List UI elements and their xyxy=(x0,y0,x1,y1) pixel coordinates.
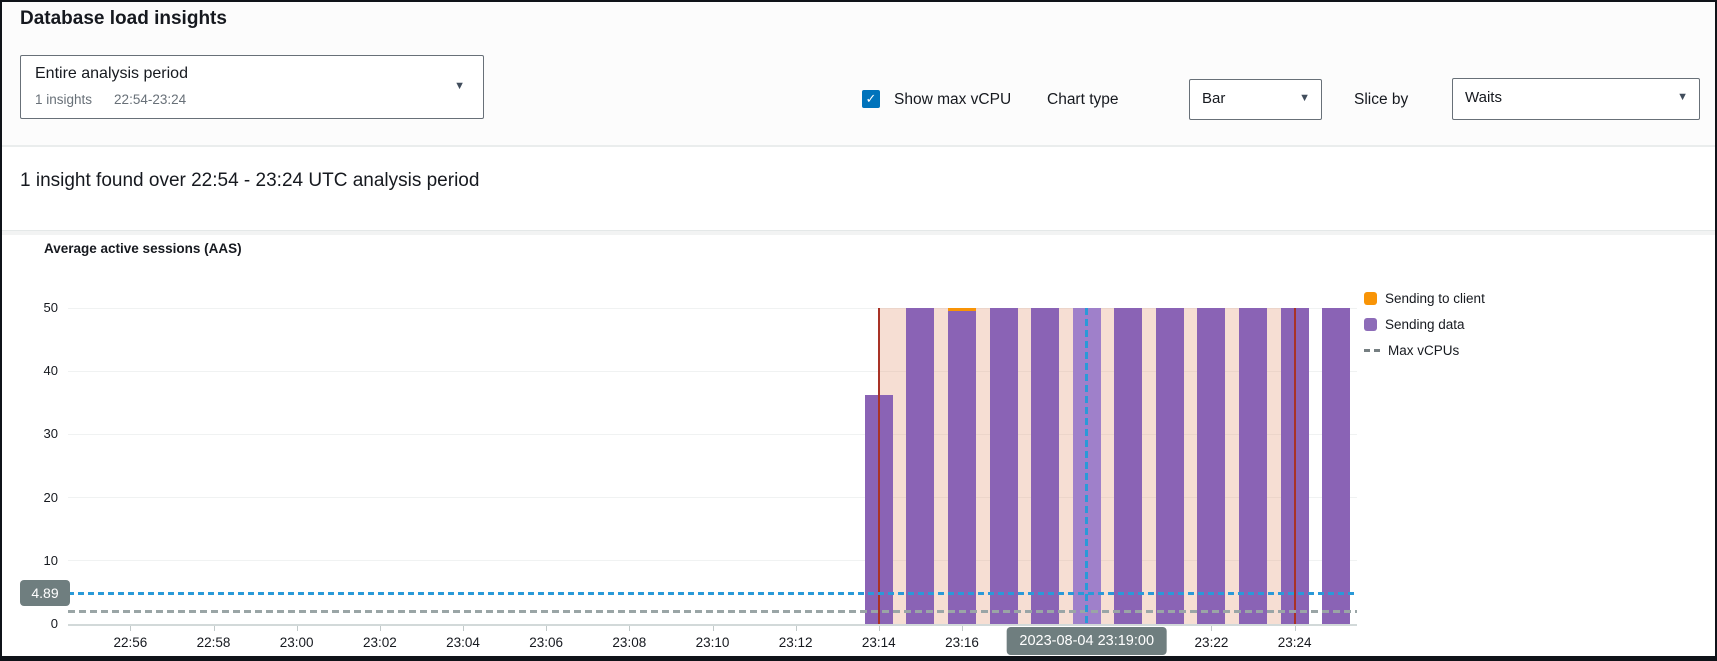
legend-label: Max vCPUs xyxy=(1388,342,1460,358)
gridline xyxy=(68,560,1357,562)
x-axis-tick xyxy=(961,626,963,631)
analysis-period-subtext: 1 insights 22:54-23:24 xyxy=(35,92,208,107)
bar-23:20[interactable] xyxy=(1114,308,1143,624)
x-axis-line xyxy=(68,624,1357,626)
bar-23:21[interactable] xyxy=(1155,308,1184,624)
x-axis-tick-label: 23:16 xyxy=(945,635,979,650)
x-axis-tick xyxy=(795,626,797,631)
selected-time-badge: 2023-08-04 23:19:00 xyxy=(1006,627,1168,655)
analysis-period-select[interactable]: Entire analysis period 1 insights 22:54-2… xyxy=(20,55,484,119)
y-axis-tick-label: 40 xyxy=(43,363,58,379)
section-divider-gap xyxy=(2,231,1715,235)
chart-type-select[interactable]: Bar ▼ xyxy=(1189,79,1322,120)
x-axis-tick xyxy=(213,626,215,631)
checkmark-icon: ✓ xyxy=(865,91,877,106)
analysis-period-range: 22:54-23:24 xyxy=(114,92,187,107)
insights-count: 1 insights xyxy=(35,92,93,107)
x-axis-tick xyxy=(1294,626,1296,631)
chart-title: Average active sessions (AAS) xyxy=(44,241,242,256)
bar-23:17[interactable] xyxy=(989,308,1018,624)
x-axis-tick-label: 23:00 xyxy=(279,635,314,650)
bar-23:15[interactable] xyxy=(906,308,935,624)
x-axis-tick-label: 23:22 xyxy=(1194,635,1229,650)
sending-data-swatch xyxy=(1364,317,1377,331)
gridline xyxy=(68,497,1357,499)
header-divider xyxy=(2,145,1715,147)
y-axis-tick-label: 30 xyxy=(43,426,58,442)
section-divider xyxy=(2,230,1715,231)
x-axis-tick xyxy=(296,626,298,631)
chart-type-label: Chart type xyxy=(1047,91,1119,108)
chart-type-value: Bar xyxy=(1202,90,1226,107)
insight-boundary-line xyxy=(877,308,880,624)
x-axis-tick xyxy=(130,626,132,631)
slice-by-select[interactable]: Waits ▼ xyxy=(1452,78,1700,120)
x-axis-tick xyxy=(712,626,714,631)
max-vcpus-dash-icon xyxy=(1364,348,1380,352)
slice-by-value: Waits xyxy=(1465,89,1502,106)
bar-23:25[interactable] xyxy=(1322,308,1351,624)
slice-by-label: Slice by xyxy=(1354,91,1409,108)
gridline xyxy=(68,307,1357,309)
y-axis-tick-label: 20 xyxy=(43,489,58,505)
show-max-vcpu-label[interactable]: Show max vCPU xyxy=(894,91,1012,108)
bar-23:22[interactable] xyxy=(1197,308,1226,624)
x-axis-tick xyxy=(546,626,548,631)
bar-23:16[interactable] xyxy=(947,308,976,624)
chart-legend: Sending to client Sending data Max vCPUs xyxy=(1364,289,1485,367)
x-axis-tick-label: 22:56 xyxy=(113,635,148,650)
chevron-down-icon: ▼ xyxy=(454,80,465,92)
bar-segment-sending-to-client xyxy=(947,308,976,312)
analysis-period-value: Entire analysis period xyxy=(35,65,188,82)
x-axis-tick xyxy=(379,626,381,631)
page-title: Database load insights xyxy=(20,8,227,29)
x-axis-tick-label: 23:24 xyxy=(1277,635,1312,650)
chevron-down-icon: ▼ xyxy=(1299,92,1310,104)
gridline xyxy=(68,433,1357,435)
x-axis-tick-label: 23:10 xyxy=(695,635,730,650)
reference-line-horizontal xyxy=(68,591,1357,595)
legend-item-sending-to-client[interactable]: Sending to client xyxy=(1364,289,1485,307)
selected-time-line xyxy=(1085,308,1089,624)
legend-item-sending-data[interactable]: Sending data xyxy=(1364,315,1485,333)
x-axis-tick-label: 22:58 xyxy=(196,635,231,650)
x-axis-tick-label: 23:04 xyxy=(446,635,480,650)
insight-boundary-line xyxy=(1293,308,1296,624)
x-axis-tick xyxy=(463,626,465,631)
y-axis-tick-label: 50 xyxy=(43,300,58,315)
gridline xyxy=(68,370,1357,372)
reference-value-badge: 4.89 xyxy=(20,580,70,607)
legend-item-max-vcpus[interactable]: Max vCPUs xyxy=(1364,341,1485,359)
x-axis-tick xyxy=(1211,626,1213,631)
y-axis-tick-label: 10 xyxy=(43,552,58,568)
chevron-down-icon: ▼ xyxy=(1677,91,1688,103)
x-axis-tick-label: 23:14 xyxy=(861,635,896,650)
x-axis-tick-label: 23:12 xyxy=(778,635,813,650)
bar-23:23[interactable] xyxy=(1239,308,1268,624)
legend-label: Sending data xyxy=(1385,316,1465,332)
x-axis-tick-label: 23:06 xyxy=(529,635,564,650)
x-axis-tick xyxy=(629,626,631,631)
x-axis-tick-label: 23:08 xyxy=(612,635,647,650)
x-axis-tick-label: 23:02 xyxy=(362,635,397,650)
max-vcpus-line xyxy=(68,609,1357,613)
x-axis-tick xyxy=(878,626,880,631)
bar-23:18[interactable] xyxy=(1031,308,1060,624)
sending-to-client-swatch xyxy=(1364,291,1377,305)
show-max-vcpu-checkbox[interactable]: ✓ xyxy=(862,90,880,108)
legend-label: Sending to client xyxy=(1385,290,1485,306)
insight-summary-text: 1 insight found over 22:54 - 23:24 UTC a… xyxy=(20,170,480,191)
y-axis-tick-label: 0 xyxy=(50,616,58,631)
